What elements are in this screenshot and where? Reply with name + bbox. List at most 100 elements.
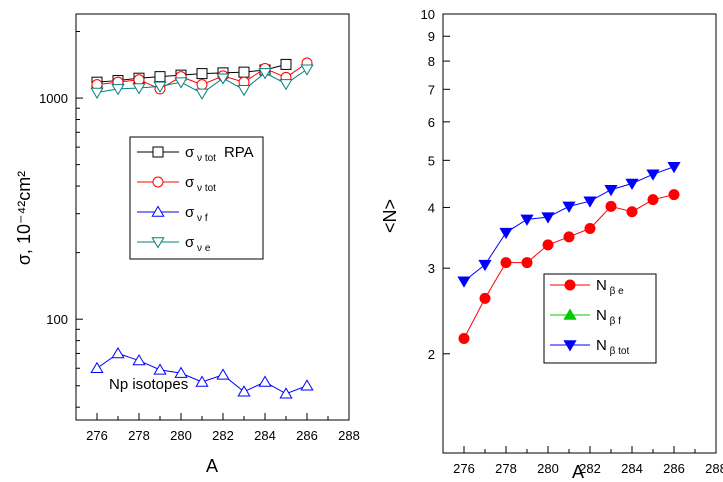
legend-label: σ ν tot RPA — [185, 144, 254, 164]
legend-label-sub: ν tot — [194, 153, 216, 164]
y-tick-label: 5 — [428, 153, 435, 168]
data-point — [668, 189, 680, 201]
left-y-axis-label: σ, 10⁻⁴²cm² — [14, 171, 34, 265]
legend-label: σ ν tot — [185, 174, 216, 194]
legend-label-main: N — [596, 337, 607, 354]
y-tick-label: 1000 — [39, 91, 68, 106]
y-tick-label: 10 — [421, 7, 435, 22]
legend-label-sub: β tot — [607, 346, 630, 357]
legend-label-main: σ — [185, 174, 195, 191]
data-point — [153, 363, 167, 375]
y-tick-label: 9 — [428, 29, 435, 44]
series-triangle-up-2 — [90, 346, 314, 399]
left-x-ticks: 276 278 280 282 284 286 288 — [75, 413, 360, 443]
legend-label-sub: ν f — [194, 213, 208, 224]
data-point — [541, 212, 555, 224]
data-point — [542, 239, 554, 251]
left-x-axis-label: A — [206, 456, 218, 476]
data-point — [132, 83, 146, 95]
legend-entry: σ ν tot — [137, 174, 216, 194]
series-triangle-down-3 — [90, 64, 314, 100]
data-point — [237, 385, 251, 397]
legend-entry: σ ν tot RPA — [137, 144, 254, 164]
legend-label-main: N — [596, 307, 607, 324]
data-point — [279, 387, 293, 399]
left-chart: 276 278 280 282 284 286 288 100 1000 A σ, 10⁻⁴²… — [14, 13, 360, 476]
data-point — [583, 196, 597, 208]
legend-label-main: σ — [185, 144, 195, 161]
x-tick-label: 276 — [86, 428, 108, 443]
right-legend-box — [543, 273, 657, 364]
y-tick-label: 3 — [428, 261, 435, 276]
data-point — [458, 333, 470, 345]
data-point — [584, 223, 596, 235]
y-tick-label: 8 — [428, 54, 435, 69]
legend-label-main: σ — [185, 234, 195, 251]
legend-marker — [564, 279, 576, 291]
legend-entry: N β e — [550, 277, 624, 297]
data-point — [132, 354, 146, 366]
data-point — [604, 184, 618, 197]
data-point — [499, 227, 513, 240]
legend-marker — [151, 205, 165, 217]
data-point — [562, 201, 576, 213]
legend-entry: σ ν e — [137, 234, 211, 254]
legend-label-main: σ — [185, 204, 195, 221]
legend-entry: N β tot — [550, 337, 629, 357]
legend-marker — [152, 146, 164, 158]
data-point — [520, 214, 534, 226]
legend-label: σ ν f — [185, 204, 208, 224]
data-point — [216, 368, 230, 380]
data-point — [258, 68, 272, 80]
data-point — [667, 162, 681, 174]
x-tick-label: 276 — [453, 461, 475, 476]
x-tick-label: 278 — [495, 461, 517, 476]
series-line — [463, 166, 675, 282]
y-tick-label: 100 — [46, 312, 68, 327]
x-tick-label: 282 — [579, 461, 601, 476]
data-point — [647, 194, 659, 206]
left-series — [90, 57, 314, 399]
data-point — [521, 257, 533, 269]
data-point — [90, 361, 104, 373]
legend-marker — [152, 176, 164, 188]
data-point — [478, 259, 492, 272]
legend-label: N β f — [596, 307, 621, 327]
data-point — [111, 346, 125, 359]
data-point — [216, 73, 230, 85]
legend-label: σ ν e — [185, 234, 211, 254]
left-y-ticks: 100 1000 — [39, 31, 83, 408]
data-point — [238, 66, 250, 78]
data-point — [133, 74, 145, 86]
right-plot-frame — [442, 13, 717, 454]
y-tick-label: 4 — [428, 200, 435, 215]
left-plot-frame — [75, 13, 350, 421]
legend-label-sub: ν tot — [194, 183, 216, 194]
data-point — [605, 200, 617, 212]
right-chart: 276 278 280 282 284 286 288 2 3 4 5 6 7 8 9 10 A <N> N… — [380, 7, 723, 482]
legend-label-sub: ν e — [194, 243, 211, 254]
right-y-axis-label: <N> — [380, 199, 400, 233]
data-point — [646, 169, 660, 181]
data-point — [195, 375, 209, 387]
legend-label-suffix: RPA — [224, 144, 254, 161]
data-point — [500, 257, 512, 269]
data-point — [195, 88, 209, 100]
data-point — [280, 58, 292, 70]
x-tick-label: 284 — [621, 461, 643, 476]
legend-label: N β tot — [596, 337, 629, 357]
legend-marker — [563, 308, 577, 320]
legend-label: N β e — [596, 277, 624, 297]
data-point — [479, 292, 491, 304]
data-point — [90, 87, 104, 99]
right-series — [457, 162, 681, 345]
x-tick-label: 286 — [663, 461, 685, 476]
x-tick-label: 284 — [254, 428, 276, 443]
right-legend: N β eN β fN β tot — [543, 273, 657, 364]
x-tick-label: 280 — [537, 461, 559, 476]
x-tick-label: 282 — [212, 428, 234, 443]
right-y-ticks: 2 3 4 5 6 7 8 9 10 — [421, 7, 450, 362]
data-point — [626, 206, 638, 218]
